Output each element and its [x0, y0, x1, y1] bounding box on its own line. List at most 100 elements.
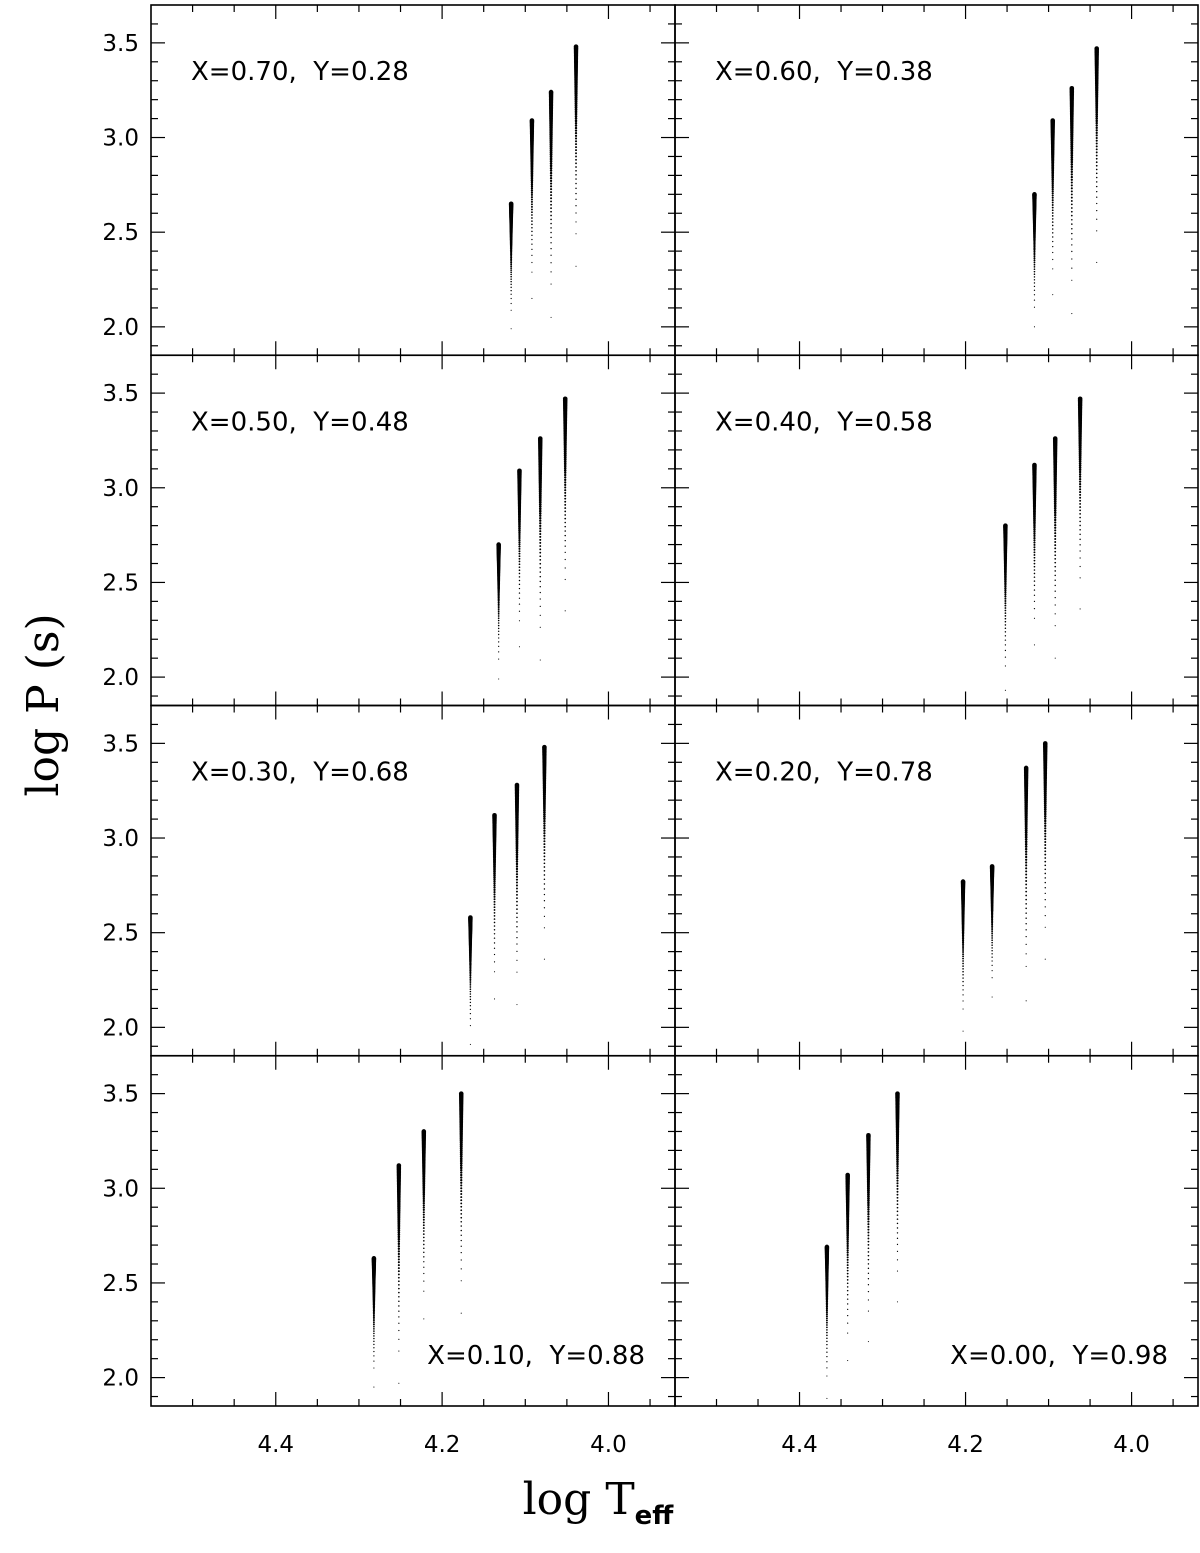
- data-point: [1054, 516, 1057, 519]
- data-point: [896, 1200, 899, 1202]
- data-point: [991, 926, 994, 929]
- data-point: [1033, 273, 1036, 275]
- data-point: [550, 222, 552, 225]
- panel-label: X=0.40, Y=0.58: [715, 407, 933, 437]
- data-point: [510, 280, 512, 283]
- data-point: [516, 925, 518, 928]
- data-point: [469, 1001, 472, 1004]
- data-point: [846, 1261, 849, 1264]
- data-point: [1078, 461, 1082, 465]
- data-point: [1070, 175, 1073, 179]
- data-point: [460, 1205, 463, 1208]
- data-point: [516, 959, 518, 961]
- data-point: [1070, 178, 1073, 181]
- data-point: [539, 514, 542, 518]
- data-point: [575, 155, 577, 158]
- data-point: [460, 1209, 463, 1212]
- data-point: [574, 129, 578, 132]
- data-point: [531, 230, 533, 233]
- data-point: [1078, 455, 1082, 459]
- data-point: [564, 507, 567, 509]
- data-point: [1044, 844, 1047, 847]
- data-point: [1054, 604, 1056, 606]
- data-point: [1025, 898, 1027, 901]
- data-point: [867, 1203, 870, 1207]
- data-point: [1033, 569, 1036, 571]
- data-point: [1079, 557, 1081, 559]
- y-tick-label: 3.0: [102, 826, 139, 852]
- data-point: [991, 960, 993, 962]
- data-point: [516, 893, 518, 896]
- data-point: [1054, 584, 1056, 587]
- data-point: [1024, 824, 1028, 828]
- data-point: [459, 1164, 463, 1167]
- data-point: [825, 1305, 829, 1308]
- data-point: [1032, 192, 1037, 197]
- y-tick-label: 3.0: [102, 126, 139, 152]
- data-point: [539, 659, 541, 661]
- data-point: [1025, 864, 1028, 867]
- data-point: [423, 1290, 425, 1292]
- data-point: [459, 1151, 463, 1154]
- data-point: [373, 1340, 375, 1343]
- data-point: [1024, 847, 1028, 851]
- data-point: [575, 146, 578, 149]
- data-column-3: [537, 436, 543, 661]
- data-point: [1051, 196, 1054, 199]
- data-point: [1043, 812, 1047, 816]
- data-point: [460, 1259, 462, 1261]
- data-point: [493, 911, 496, 914]
- data-point: [564, 478, 567, 482]
- data-point: [962, 977, 964, 979]
- data-point: [1033, 556, 1036, 559]
- data-point: [867, 1267, 870, 1270]
- data-point: [1004, 602, 1007, 605]
- data-point: [549, 157, 553, 161]
- data-point: [1033, 299, 1036, 301]
- data-point: [397, 1233, 401, 1236]
- data-point: [1079, 488, 1082, 491]
- data-point: [510, 269, 513, 272]
- data-column-1: [508, 201, 514, 330]
- data-point: [1024, 835, 1028, 839]
- data-point: [1004, 583, 1007, 587]
- data-point: [1079, 516, 1081, 519]
- data-point: [1071, 218, 1073, 221]
- data-point: [422, 1221, 425, 1224]
- data-point: [962, 951, 965, 954]
- data-point: [1004, 604, 1007, 607]
- data-point: [896, 1196, 899, 1199]
- data-point: [518, 557, 521, 560]
- data-point: [493, 882, 496, 885]
- data-point: [1024, 855, 1028, 859]
- data-point: [397, 1247, 401, 1250]
- data-point: [1053, 513, 1057, 517]
- data-point: [826, 1329, 828, 1331]
- data-point: [1095, 117, 1099, 120]
- data-point: [991, 939, 993, 942]
- data-point: [1044, 881, 1046, 884]
- data-point: [1096, 218, 1098, 220]
- data-point: [867, 1197, 870, 1200]
- data-point: [1004, 593, 1007, 596]
- data-point: [1044, 822, 1047, 825]
- data-point: [422, 1218, 425, 1221]
- data-point: [1095, 148, 1098, 151]
- data-point: [459, 1153, 463, 1156]
- data-point: [1033, 617, 1036, 619]
- data-point: [962, 994, 964, 996]
- data-point: [1053, 500, 1057, 503]
- data-point: [1054, 557, 1057, 560]
- data-point: [1004, 656, 1007, 658]
- data-point: [564, 481, 567, 484]
- data-point: [1079, 577, 1081, 579]
- data-point: [539, 591, 541, 594]
- data-point: [531, 297, 533, 300]
- data-point: [1051, 192, 1054, 195]
- data-point: [518, 592, 521, 594]
- data-point: [1051, 190, 1054, 193]
- data-point: [493, 942, 496, 944]
- data-point: [991, 956, 993, 958]
- data-point: [1044, 850, 1047, 853]
- data-point: [397, 1264, 400, 1267]
